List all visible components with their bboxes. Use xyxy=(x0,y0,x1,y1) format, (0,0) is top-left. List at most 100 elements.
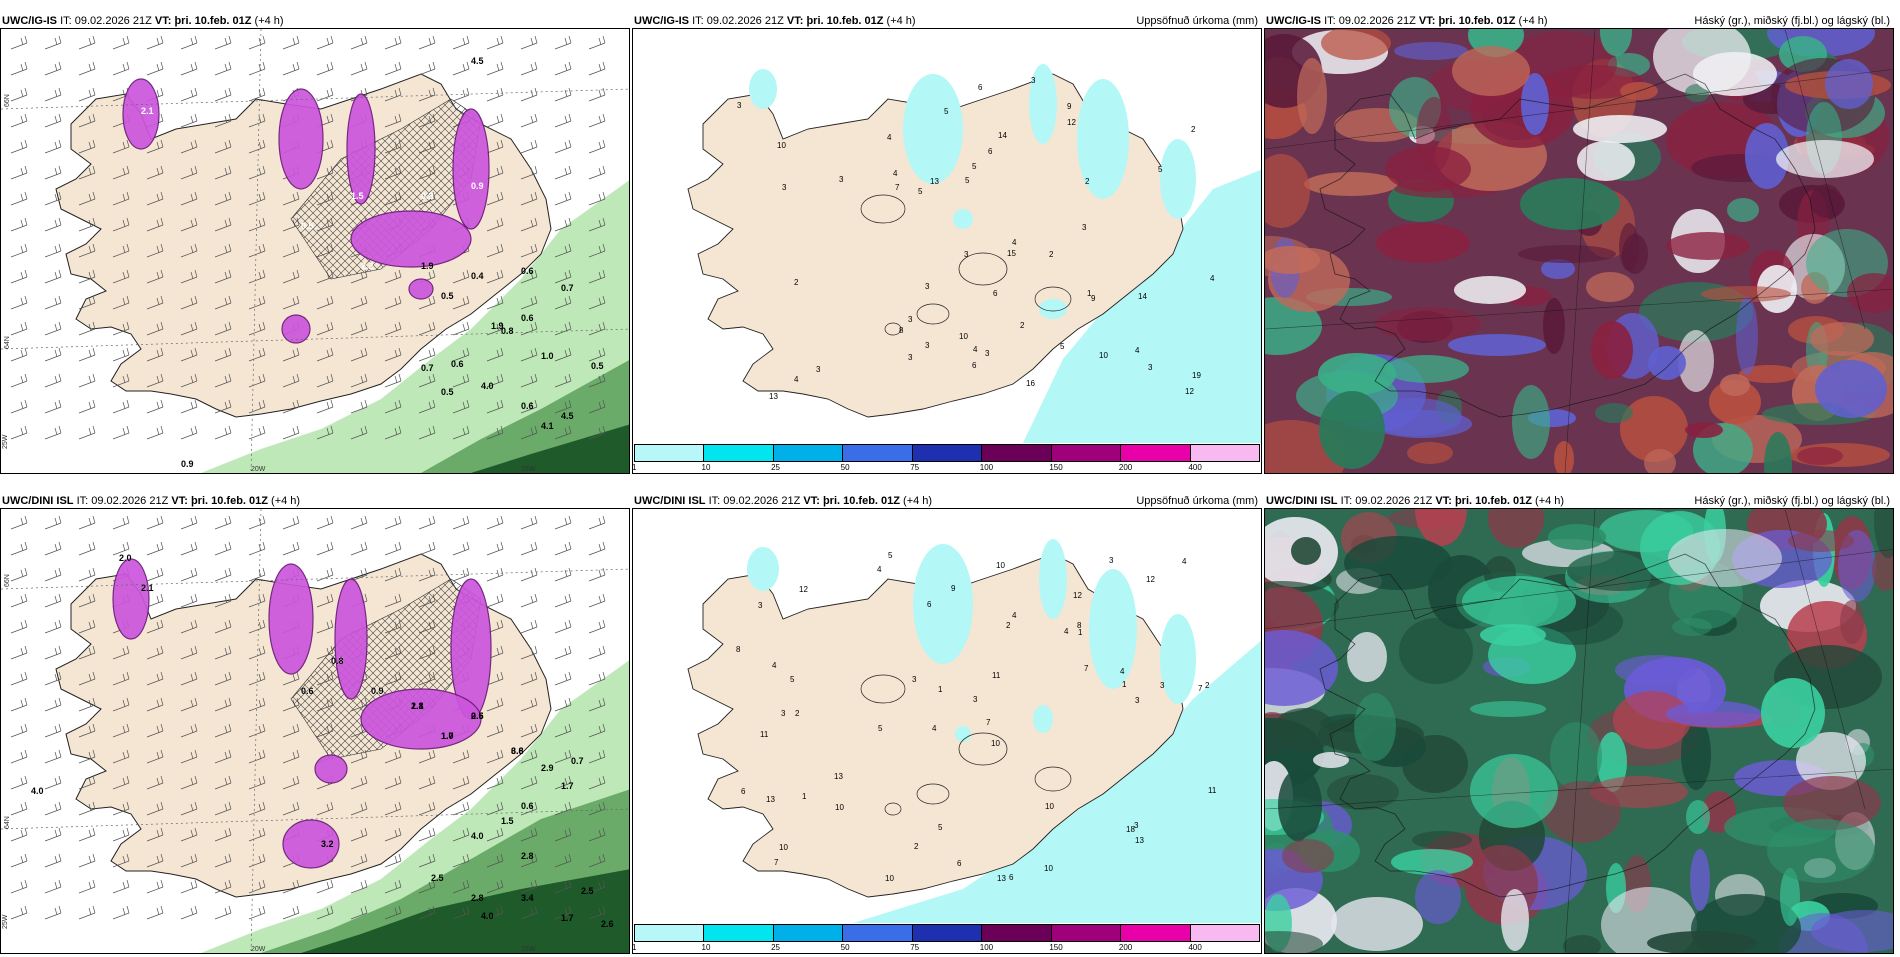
wind-barb xyxy=(282,879,300,894)
wind-barb xyxy=(248,373,266,388)
wind-barb xyxy=(554,905,572,920)
wind-barb xyxy=(554,35,572,50)
colorbar-tick: 25 xyxy=(771,463,781,472)
wind-barb xyxy=(112,645,130,660)
colorbar-ticks: 1 10 25 50 75 100 150 200 400 xyxy=(632,943,1260,955)
cloud-map[interactable] xyxy=(1264,28,1894,474)
wind-barb xyxy=(282,347,300,362)
wind-barb xyxy=(214,35,232,50)
cloud-patch xyxy=(1318,353,1396,395)
wind-barb xyxy=(554,269,572,284)
wind-barb xyxy=(44,645,62,660)
wind-barb xyxy=(78,567,96,582)
wind-barb xyxy=(10,399,28,414)
colorbar-tick: 100 xyxy=(979,943,994,952)
wind-barb xyxy=(78,749,96,764)
cloud-patch xyxy=(1709,380,1761,424)
cloud-patch xyxy=(1265,154,1310,228)
wind-barb xyxy=(554,87,572,102)
precip-value: 3 xyxy=(782,183,787,192)
wind-barb xyxy=(350,347,368,362)
icing-value: 0.5 xyxy=(441,387,454,397)
precip-map[interactable]: 4 14 4 6 5 3 4 9 10 8 12 7 3 6 5 4 1 2 3 2 3 3 6 2 9 12 13 6 5 2 3 3 14 1… xyxy=(632,28,1262,474)
wind-barb xyxy=(588,373,606,388)
precip-value: 2 xyxy=(1049,250,1054,259)
wind-barb xyxy=(588,347,606,362)
wind-barb xyxy=(486,593,504,608)
colorbar-segment xyxy=(1190,925,1259,941)
cloud-patch xyxy=(1761,678,1825,748)
wind-barb xyxy=(10,723,28,738)
precip-blob xyxy=(955,726,971,742)
wind-barb xyxy=(316,541,334,556)
wind-barb xyxy=(554,217,572,232)
precip-blob xyxy=(953,209,973,229)
wind-barb xyxy=(44,139,62,154)
graticule xyxy=(1265,29,1893,473)
icing-value: 6.8 xyxy=(511,746,524,756)
icing-value: 4.5 xyxy=(561,411,574,421)
wind-barb xyxy=(486,321,504,336)
wind-barb xyxy=(452,269,470,284)
wind-barb xyxy=(10,243,28,258)
colorbar-segment xyxy=(1121,925,1191,941)
glacier-outline xyxy=(916,783,950,805)
precip-colorbar xyxy=(634,924,1260,942)
precip-value: 7 xyxy=(1084,664,1089,673)
icing-map[interactable]: 66N 64N 25W 20W 15W 2.1 0.5 1.5 0.8 0.9 2.2 1.9 0.5 0… xyxy=(0,28,630,474)
wind-barb xyxy=(214,879,232,894)
colorbar-segment xyxy=(1051,445,1122,461)
wind-barb xyxy=(248,515,266,530)
wind-barb xyxy=(384,827,402,842)
wind-barb xyxy=(282,801,300,816)
wind-barb xyxy=(384,425,402,440)
icing-value: 1.9 xyxy=(491,321,504,331)
wind-barb xyxy=(180,35,198,50)
precip-value: 10 xyxy=(959,332,968,341)
precip-map[interactable]: 5 12 7 4 10 2 3 4 11 2 3 7 4 5 13 6 5 3 7 13 5 3 2 3 6 4 1 1 3 13 18 4 1… xyxy=(632,508,1262,954)
glacier-outline xyxy=(884,802,902,816)
precip-value: 1 xyxy=(802,792,807,801)
icing-value: 1.1 xyxy=(411,701,424,711)
wind-barb xyxy=(588,619,606,634)
precip-value: 11 xyxy=(992,671,1001,680)
icing-value: 4.5 xyxy=(471,56,484,66)
wind-barb xyxy=(588,87,606,102)
cloud-patch xyxy=(1543,298,1565,354)
cloud-patch xyxy=(1615,655,1697,685)
wind-barb xyxy=(44,191,62,206)
icing-value: 0.5 xyxy=(441,291,454,301)
cloud-patch xyxy=(1331,897,1423,951)
wind-barb xyxy=(146,593,164,608)
wind-barb xyxy=(146,217,164,232)
precip-blob xyxy=(749,69,777,109)
precip-value: 11 xyxy=(760,730,769,739)
icing-value: 2.1 xyxy=(371,686,384,696)
wind-barb xyxy=(452,567,470,582)
icing-blob xyxy=(452,108,490,230)
icing-blob xyxy=(408,278,434,300)
wind-barb xyxy=(486,879,504,894)
precip-blob xyxy=(1039,299,1067,319)
precip-value: 10 xyxy=(996,561,1005,570)
cloud-patch xyxy=(1767,819,1875,883)
icing-map[interactable]: 66N 64N 25W 20W 15W 1.9 2.8 0.6 0.9 1.5 2.1 2.8 1.0 0… xyxy=(0,508,630,954)
wind-barb xyxy=(554,515,572,530)
wind-barb xyxy=(44,541,62,556)
wind-barb xyxy=(588,295,606,310)
precip-value: 13 xyxy=(1135,836,1144,845)
cloud-map[interactable] xyxy=(1264,508,1894,954)
colorbar-segment xyxy=(635,445,705,461)
wind-barb xyxy=(146,139,164,154)
precip-value: 10 xyxy=(777,141,786,150)
cloud-patch xyxy=(1811,910,1893,952)
colorbar-segment xyxy=(704,445,774,461)
wind-barb xyxy=(214,321,232,336)
precip-value: 13 xyxy=(769,392,778,401)
precip-value: 15 xyxy=(1007,249,1016,258)
wind-barb xyxy=(452,905,470,920)
icing-value: 4.1 xyxy=(541,421,554,431)
wind-barb xyxy=(214,139,232,154)
panel-title: UWC/DINI ISL IT: 09.02.2026 21Z VT: þri.… xyxy=(2,495,301,507)
